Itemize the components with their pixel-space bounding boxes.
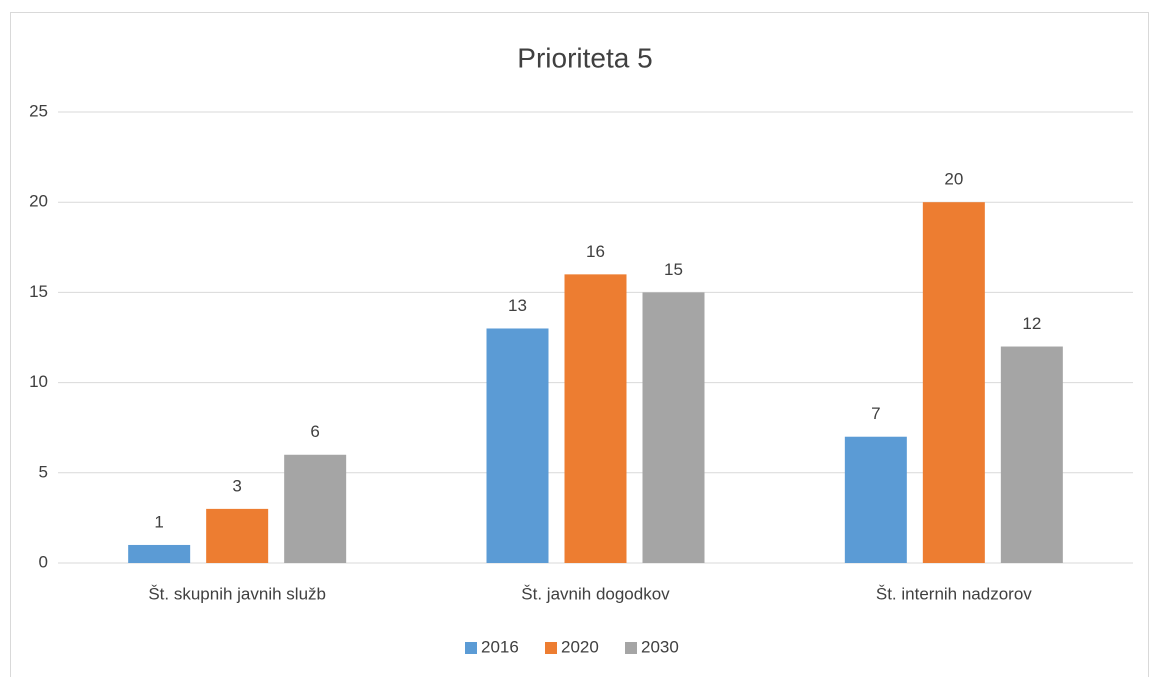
x-tick-label: Št. internih nadzorov: [876, 584, 1032, 603]
legend-swatch: [465, 642, 477, 654]
data-label: 7: [871, 404, 880, 423]
bar: [486, 328, 549, 563]
y-tick-label: 25: [29, 101, 48, 120]
bar: [284, 454, 347, 563]
data-label: 13: [508, 296, 527, 315]
data-label: 12: [1022, 314, 1041, 333]
data-label: 6: [310, 422, 319, 441]
y-tick-label: 0: [39, 552, 48, 571]
y-tick-label: 10: [29, 372, 48, 391]
data-label: 1: [154, 512, 163, 531]
bar: [128, 544, 191, 563]
data-label: 16: [586, 242, 605, 261]
x-tick-label: Št. javnih dogodkov: [521, 584, 670, 603]
data-label: 20: [944, 170, 963, 189]
data-label: 15: [664, 260, 683, 279]
y-tick-label: 5: [39, 462, 48, 481]
data-label: 3: [232, 476, 241, 495]
bar: [844, 436, 907, 563]
bar: [922, 202, 985, 563]
legend-label: 2016: [481, 637, 519, 656]
legend-swatch: [545, 642, 557, 654]
bar: [642, 292, 705, 563]
bar: [564, 274, 627, 563]
y-tick-label: 15: [29, 282, 48, 301]
legend-label: 2020: [561, 637, 599, 656]
y-tick-label: 20: [29, 192, 48, 211]
chart-title: Prioriteta 5: [517, 42, 652, 73]
legend-label: 2030: [641, 637, 679, 656]
legend-swatch: [625, 642, 637, 654]
bar: [206, 508, 269, 563]
bar: [1000, 346, 1063, 563]
x-tick-label: Št. skupnih javnih služb: [148, 584, 326, 603]
